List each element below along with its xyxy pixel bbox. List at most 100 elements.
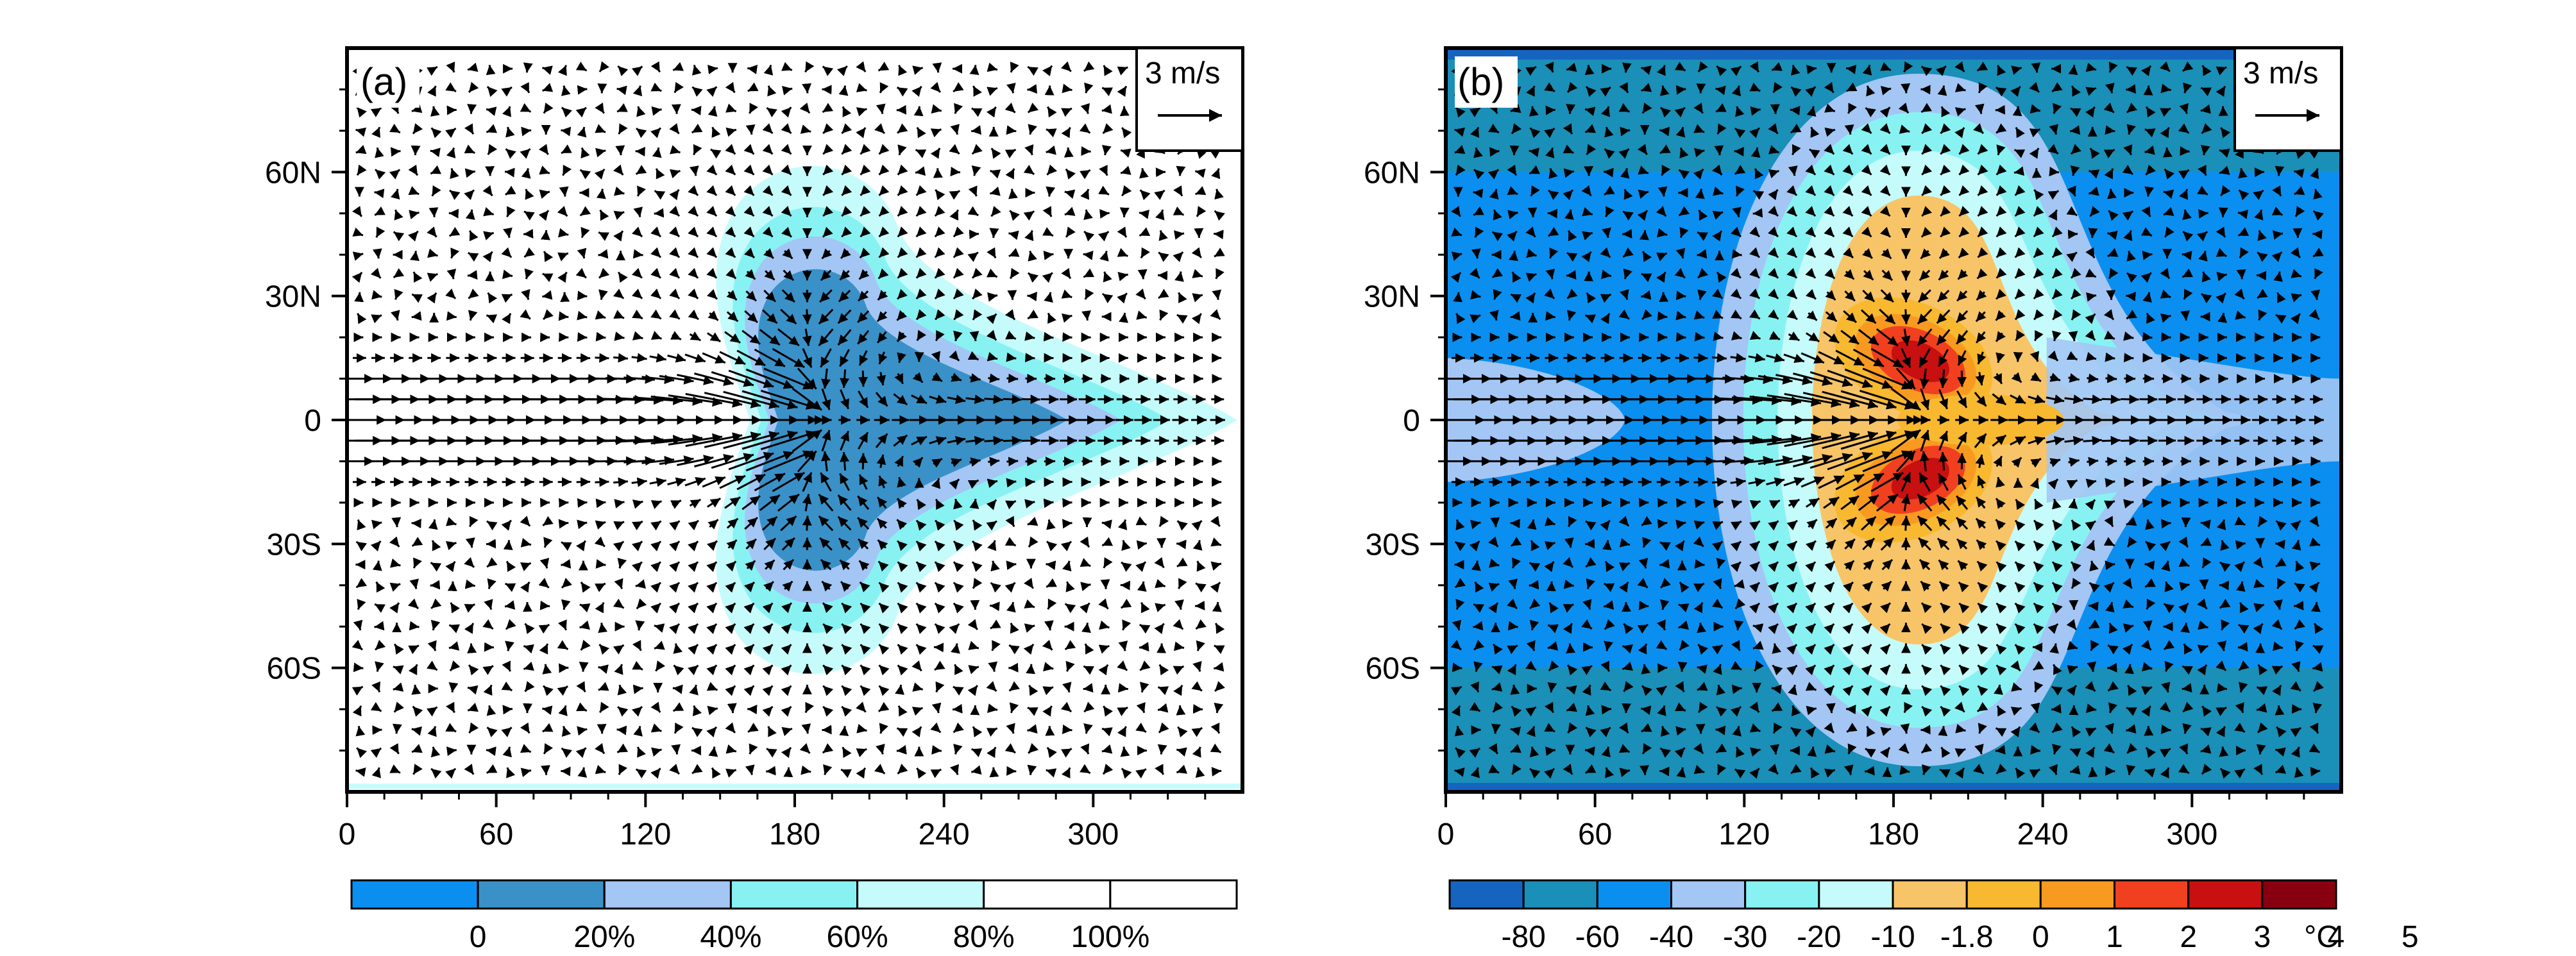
wind-vector	[2161, 332, 2171, 342]
wind-vector	[485, 271, 495, 281]
y-tick-label: 60N	[1364, 156, 1420, 190]
wind-vector	[1027, 764, 1037, 775]
panel-a-reference-vector: 3 m/s	[1135, 47, 1244, 152]
wind-vector	[749, 743, 758, 755]
contour-fill-edge	[347, 784, 1242, 789]
wind-vector	[390, 147, 401, 157]
wind-vector	[1995, 744, 2006, 755]
wind-vector	[1826, 703, 1836, 714]
wind-vector	[781, 644, 792, 655]
wind-vector	[841, 623, 852, 634]
wind-vector	[502, 746, 512, 758]
wind-vector	[1120, 580, 1131, 591]
wind-vector	[2218, 106, 2228, 117]
wind-vector	[725, 560, 737, 572]
wind-vector	[595, 602, 605, 614]
wind-vector	[1695, 724, 1706, 734]
wind-vector	[2142, 331, 2153, 342]
wind-vector	[464, 557, 475, 568]
wind-vector	[1025, 373, 1037, 383]
wind-vector	[1062, 560, 1072, 572]
wind-vector	[1473, 189, 1484, 199]
wind-vector	[896, 744, 907, 755]
wind-vector	[1196, 640, 1205, 651]
wind-vector	[969, 498, 979, 509]
wind-vector	[1177, 726, 1188, 738]
wind-vector	[1009, 702, 1019, 714]
wind-vector	[781, 623, 792, 634]
wind-vector	[1004, 743, 1017, 754]
wind-vector	[465, 537, 475, 548]
wind-vector	[781, 602, 793, 614]
wind-vector	[876, 103, 886, 114]
wind-vector	[669, 764, 681, 775]
wind-vector	[878, 664, 890, 676]
wind-vector	[1099, 209, 1110, 219]
wind-vector	[445, 560, 456, 573]
wind-vector	[1118, 641, 1128, 651]
wind-vector	[1507, 621, 1518, 631]
wind-vector	[374, 603, 386, 613]
wind-vector	[783, 558, 795, 571]
wind-vector	[355, 726, 366, 737]
wind-vector	[747, 705, 758, 715]
wind-vector	[595, 764, 606, 775]
wind-vector	[1044, 85, 1055, 96]
wind-vector	[1006, 766, 1017, 776]
wind-vector	[897, 644, 908, 655]
wind-vector	[2256, 744, 2266, 755]
wind-vector	[577, 726, 588, 736]
wind-vector	[543, 743, 554, 755]
wind-vector	[1510, 311, 1521, 321]
wind-vector	[688, 602, 699, 614]
wind-vector	[1062, 519, 1072, 529]
wind-vector	[706, 602, 718, 614]
wind-vector	[375, 661, 384, 672]
wind-vector	[523, 62, 533, 73]
wind-vector	[1008, 189, 1018, 199]
wind-vector	[1584, 65, 1595, 76]
colorbar-label: -10	[1870, 920, 1915, 954]
colorbar-label: 5	[2402, 920, 2419, 954]
wind-vector	[1454, 767, 1465, 777]
wind-vector	[577, 85, 588, 95]
wind-vector	[1453, 292, 1463, 303]
x-tick-label: 60	[1578, 818, 1612, 851]
y-tick-label: 0	[304, 404, 321, 438]
wind-vector	[743, 644, 755, 655]
wind-vector	[1938, 369, 1949, 389]
wind-vector	[352, 705, 362, 717]
wind-vector	[1214, 230, 1224, 240]
x-tick-label: 120	[620, 818, 671, 851]
wind-vector	[2255, 643, 2266, 653]
wind-vector	[505, 641, 514, 651]
wind-vector	[856, 767, 867, 779]
wind-vector	[389, 602, 400, 614]
wind-vector	[409, 621, 419, 631]
wind-vector	[2087, 373, 2099, 383]
wind-vector	[2083, 394, 2102, 405]
wind-vector	[1807, 746, 1817, 757]
colorbar-label: 100%	[1071, 920, 1150, 954]
wind-vector	[1135, 768, 1147, 779]
wind-vector	[706, 726, 718, 738]
wind-vector	[1060, 701, 1072, 713]
wind-vector	[1119, 207, 1130, 217]
wind-vector	[1155, 764, 1165, 775]
wind-vector	[577, 332, 588, 342]
wind-vector	[1043, 662, 1054, 672]
panel-a-label: (a)	[360, 60, 407, 103]
wind-vector	[2121, 435, 2139, 446]
wind-vector	[841, 685, 852, 696]
wind-vector	[445, 723, 457, 733]
wind-vector	[1750, 106, 1761, 116]
wind-vector	[1694, 558, 1705, 569]
wind-vector	[1008, 662, 1019, 673]
wind-vector	[613, 477, 629, 487]
wind-vector	[354, 292, 364, 303]
wind-vector	[1657, 311, 1668, 321]
wind-vector	[1024, 578, 1035, 589]
wind-vector	[953, 722, 964, 734]
wind-vector	[2142, 620, 2153, 631]
